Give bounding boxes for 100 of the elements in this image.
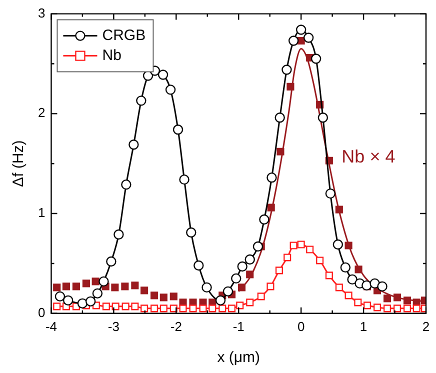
annotation: Nb × 4 xyxy=(342,146,396,167)
y-tick-label: 0 xyxy=(38,304,46,320)
point xyxy=(136,96,146,106)
point xyxy=(377,281,388,292)
point xyxy=(77,298,88,309)
point xyxy=(170,292,178,300)
point xyxy=(102,302,110,310)
point xyxy=(383,294,392,302)
point xyxy=(122,302,130,310)
y-tick-label: 2 xyxy=(38,105,46,120)
x-tick-label: -3 xyxy=(108,318,120,334)
point xyxy=(344,292,352,300)
point xyxy=(140,304,148,312)
point xyxy=(236,302,244,310)
point xyxy=(222,286,234,297)
point xyxy=(374,304,382,312)
point xyxy=(106,256,116,267)
point xyxy=(53,284,61,292)
point xyxy=(228,304,236,312)
point xyxy=(290,242,298,250)
point xyxy=(354,298,362,306)
point xyxy=(215,295,226,306)
point xyxy=(306,246,314,254)
point xyxy=(284,254,292,262)
point xyxy=(364,302,372,310)
legend-label: Nb xyxy=(102,46,122,64)
point xyxy=(325,272,333,280)
point xyxy=(296,24,306,35)
point xyxy=(150,304,158,312)
point xyxy=(303,32,314,43)
x-axis-title: x (μm) xyxy=(217,349,260,366)
point xyxy=(62,282,70,290)
point xyxy=(310,54,322,64)
x-tick-label: 1 xyxy=(360,318,368,334)
point xyxy=(92,288,103,299)
point xyxy=(297,240,305,248)
point xyxy=(82,280,90,288)
point xyxy=(332,239,344,250)
y-tick-label: 3 xyxy=(38,5,46,20)
point xyxy=(131,282,139,290)
point xyxy=(257,292,265,300)
x-tick-label: 2 xyxy=(422,318,430,334)
point xyxy=(62,295,74,306)
point xyxy=(179,174,190,185)
point xyxy=(121,179,132,190)
point xyxy=(208,304,216,312)
point xyxy=(112,302,120,310)
point xyxy=(53,302,61,310)
point xyxy=(72,282,80,290)
point xyxy=(403,304,412,312)
point xyxy=(318,112,328,123)
point xyxy=(179,304,187,312)
point xyxy=(274,112,285,123)
legend-label: CRGB xyxy=(102,26,146,44)
x-tick-label: -4 xyxy=(45,318,58,334)
point xyxy=(189,304,197,312)
point xyxy=(98,276,109,287)
y-tick-label: 1 xyxy=(38,205,46,220)
point xyxy=(140,286,148,294)
point xyxy=(231,273,242,284)
y-axis-title: Δf (Hz) xyxy=(10,140,28,187)
point xyxy=(325,188,336,199)
point xyxy=(128,140,139,150)
point xyxy=(347,274,358,285)
point xyxy=(282,64,292,75)
point xyxy=(362,280,372,291)
point xyxy=(244,254,255,265)
point xyxy=(383,304,392,312)
point xyxy=(237,261,248,272)
point xyxy=(114,229,124,240)
point xyxy=(111,284,119,292)
point xyxy=(202,282,212,293)
point xyxy=(186,227,196,238)
point xyxy=(172,124,184,135)
point xyxy=(199,304,207,312)
point xyxy=(393,304,402,312)
point xyxy=(246,298,254,306)
point xyxy=(54,291,66,302)
x-tick-label: -1 xyxy=(232,318,244,334)
point xyxy=(160,294,168,302)
point xyxy=(252,241,264,252)
x-tick-label: 0 xyxy=(297,318,305,334)
point xyxy=(335,284,343,292)
x-tick-label: -2 xyxy=(170,318,182,334)
point xyxy=(218,304,226,312)
point xyxy=(266,282,274,290)
point xyxy=(158,70,168,80)
point xyxy=(412,304,420,312)
point xyxy=(194,260,204,271)
point xyxy=(85,296,96,307)
point xyxy=(150,292,158,300)
point xyxy=(266,172,277,183)
point xyxy=(340,262,351,273)
point xyxy=(288,36,299,46)
point xyxy=(259,214,270,225)
point xyxy=(160,304,168,312)
point xyxy=(275,266,283,274)
point xyxy=(131,302,139,310)
point xyxy=(121,282,129,290)
point xyxy=(316,256,324,264)
